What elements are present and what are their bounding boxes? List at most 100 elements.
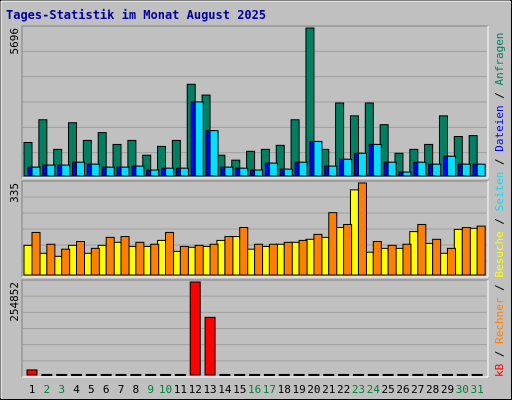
x-tick-label: 5 (88, 383, 95, 396)
bar (219, 373, 231, 376)
x-tick-label: 26 (396, 383, 409, 396)
x-tick-label: 4 (73, 383, 80, 396)
bar (130, 373, 142, 376)
x-tick-label: 25 (382, 383, 395, 396)
bar (402, 243, 412, 276)
x-tick-label: 12 (189, 383, 202, 396)
legend-separator: / (493, 211, 506, 231)
x-tick-label: 15 (233, 383, 246, 396)
bar (313, 140, 323, 177)
bar (476, 163, 486, 177)
bar (461, 163, 471, 177)
bar (308, 373, 320, 376)
bar (446, 155, 456, 177)
bar (367, 373, 379, 376)
bar (150, 243, 160, 276)
bar (357, 182, 367, 276)
bar (432, 238, 442, 276)
chart-title: Tages-Statistik im Monat August 2025 (6, 8, 266, 22)
bar (90, 163, 100, 177)
bar (46, 164, 56, 177)
bar (338, 373, 350, 376)
bar (441, 373, 453, 376)
bar (179, 245, 189, 276)
legend-separator: / (493, 344, 506, 364)
bar (189, 281, 201, 376)
bar (145, 373, 157, 376)
x-tick-label: 29 (441, 383, 454, 396)
bar (160, 373, 172, 376)
legend-entry: Rechner (493, 297, 506, 344)
bar (387, 161, 397, 177)
bar (23, 244, 33, 276)
x-tick-label: 3 (58, 383, 65, 396)
bar (323, 373, 335, 376)
bar (71, 373, 83, 376)
bar (268, 162, 278, 177)
bar (328, 165, 338, 177)
x-tick-label: 13 (203, 383, 216, 396)
bar (278, 373, 290, 376)
legend-entry: Dateien (493, 105, 506, 151)
bar (456, 373, 468, 376)
x-tick-label: 27 (411, 383, 424, 396)
bar (165, 231, 175, 276)
legend-separator: / (493, 278, 506, 298)
bar (46, 243, 56, 276)
bar (283, 241, 293, 276)
x-tick-label: 19 (292, 383, 305, 396)
bar (194, 101, 204, 177)
bar (476, 225, 486, 276)
y-max-label: 5696 (8, 28, 21, 55)
bar (209, 130, 219, 177)
x-tick-label: 1 (29, 383, 36, 396)
x-tick-label: 6 (103, 383, 110, 396)
legend-entry: kB (493, 363, 506, 377)
legend-separator: / (493, 152, 506, 172)
bar (283, 168, 293, 177)
bar (76, 161, 86, 177)
bar (298, 239, 308, 276)
bar (382, 373, 394, 376)
bar (412, 373, 424, 376)
x-tick-label: 30 (456, 383, 469, 396)
bar (224, 236, 234, 276)
bar (402, 171, 412, 177)
bar (224, 166, 234, 177)
legend-separator: / (493, 86, 506, 106)
x-tick-label: 8 (133, 383, 140, 396)
bar (234, 373, 246, 376)
bar (174, 373, 186, 376)
bar (31, 231, 41, 276)
bar (90, 247, 100, 276)
bar (179, 167, 189, 177)
bar (41, 373, 53, 376)
bar (343, 158, 353, 177)
x-tick-label: 23 (352, 383, 365, 396)
bar (165, 167, 175, 177)
bar (343, 223, 353, 276)
bar (61, 164, 71, 177)
bar (100, 373, 112, 376)
legend-entry: Seiten (493, 172, 506, 212)
bar (471, 373, 483, 376)
bar (387, 244, 397, 276)
bar (254, 243, 264, 276)
bar (372, 143, 382, 177)
x-tick-label: 7 (118, 383, 125, 396)
x-tick-label: 11 (174, 383, 187, 396)
x-tick-label: 17 (263, 383, 276, 396)
y-max-label: 254852 (8, 282, 21, 322)
bar (209, 243, 219, 276)
bar (397, 373, 409, 376)
bar (268, 243, 278, 276)
bar (194, 244, 204, 276)
x-tick-label: 31 (471, 383, 484, 396)
x-tick-label: 18 (278, 383, 291, 396)
bar (105, 166, 115, 177)
bar (427, 373, 439, 376)
legend: kB / Rechner / Besuche / Seiten / Dateie… (493, 33, 506, 377)
x-tick-label: 9 (147, 383, 154, 396)
bar (56, 373, 68, 376)
